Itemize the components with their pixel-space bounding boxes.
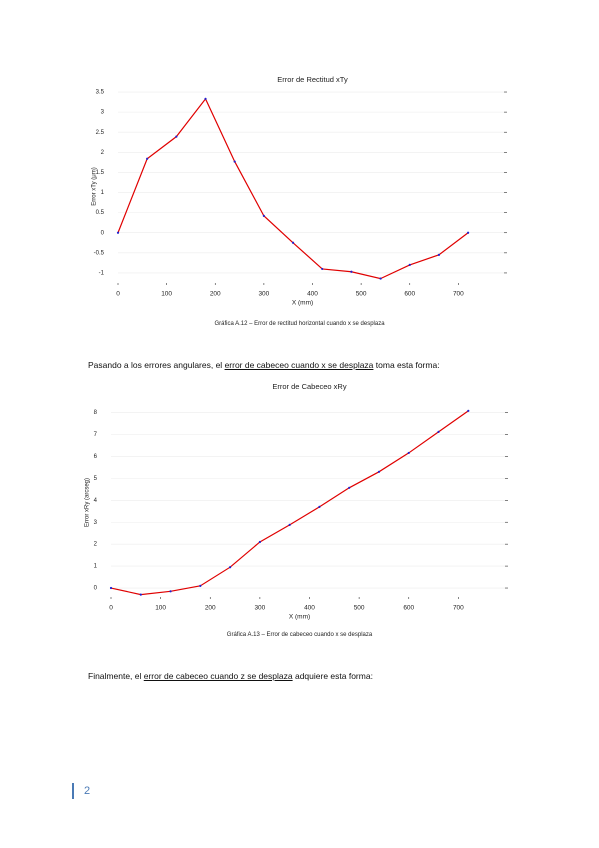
x-tick-label: 300 bbox=[258, 291, 269, 298]
point bbox=[169, 590, 172, 593]
point bbox=[204, 97, 207, 100]
y-tick-label: 4 bbox=[94, 498, 98, 504]
x-tick-label: 700 bbox=[453, 605, 464, 612]
point bbox=[467, 409, 470, 412]
chart: Error de Cabeceo xRy 0 1 2 3 4 5 6 7 8 0 100 200 300 4… bbox=[85, 382, 508, 621]
point bbox=[407, 451, 410, 455]
y-tick-label: 1 bbox=[94, 564, 98, 570]
y-tick-label: 5 bbox=[94, 476, 98, 482]
text: Pasando a los errores angulares, el bbox=[88, 360, 225, 370]
x-tick-label: 0 bbox=[116, 291, 120, 298]
point bbox=[318, 505, 321, 508]
point bbox=[175, 135, 178, 138]
point bbox=[109, 586, 113, 590]
y-tick-label: 8 bbox=[94, 410, 98, 416]
x-tick-label: 600 bbox=[404, 291, 415, 298]
x-tick-label: 200 bbox=[205, 605, 216, 612]
x-tick-label: 100 bbox=[155, 605, 166, 612]
paragraph: Pasando a los errores angulares, el erro… bbox=[88, 360, 440, 370]
x-tick-label: 0 bbox=[109, 605, 113, 612]
text: Finalmente, el bbox=[88, 671, 144, 681]
point bbox=[379, 277, 382, 280]
point bbox=[258, 540, 261, 544]
point bbox=[437, 253, 441, 256]
point bbox=[139, 593, 142, 596]
point bbox=[350, 270, 353, 273]
x-tick-label: 700 bbox=[453, 291, 464, 298]
text: toma esta forma: bbox=[373, 360, 440, 370]
y-tick-label: 3 bbox=[94, 520, 98, 526]
y-axis-label: Error xTy (μm) bbox=[92, 167, 98, 205]
caption: Gráfica A.13 – Error de cabeceo cuando x… bbox=[226, 632, 373, 638]
point bbox=[291, 241, 295, 244]
point bbox=[199, 584, 202, 587]
y-tick-label: 2 bbox=[94, 542, 98, 548]
point bbox=[229, 566, 232, 569]
line bbox=[117, 97, 469, 280]
y-tick-label: 1 bbox=[101, 190, 105, 196]
text: adquiere esta forma: bbox=[292, 671, 373, 681]
x-tick-label: 300 bbox=[254, 605, 265, 612]
x-tick-label: 600 bbox=[403, 605, 414, 612]
point bbox=[348, 486, 351, 489]
x-axis-label: X (mm) bbox=[292, 300, 313, 307]
line bbox=[110, 410, 469, 596]
point bbox=[233, 160, 236, 163]
point bbox=[437, 430, 440, 433]
point bbox=[116, 231, 120, 234]
caption: Gráfica A.12 – Error de rectitud horizon… bbox=[214, 321, 385, 327]
page-number: 2 bbox=[72, 783, 90, 799]
point bbox=[408, 263, 411, 266]
chart-title: Error de Rectitud xTy bbox=[277, 75, 348, 84]
y-tick-label: 1.5 bbox=[96, 170, 105, 176]
y-tick-label: 3 bbox=[101, 110, 105, 116]
point bbox=[262, 214, 265, 217]
chart: Error de Rectitud xTy -1 -0.5 0 0.5 1 1.5 2 2.5 3… bbox=[92, 75, 507, 307]
point bbox=[288, 523, 291, 526]
y-tick-label: 0 bbox=[101, 230, 105, 236]
y-tick-label: 2.5 bbox=[96, 130, 105, 136]
x-tick-label: 200 bbox=[210, 291, 221, 298]
x-tick-label: 400 bbox=[304, 605, 315, 612]
point bbox=[146, 157, 149, 160]
chart-title: Error de Cabeceo xRy bbox=[272, 382, 346, 391]
y-tick-label: -1 bbox=[99, 271, 105, 277]
point bbox=[467, 231, 470, 234]
point bbox=[321, 267, 324, 271]
x-tick-label: 100 bbox=[161, 291, 172, 298]
y-tick-label: -0.5 bbox=[94, 250, 105, 256]
x-tick-label: 500 bbox=[356, 291, 367, 298]
x-tick-label: 400 bbox=[307, 291, 318, 298]
paragraph: Finalmente, el error de cabeceo cuando z… bbox=[88, 671, 373, 681]
y-tick-label: 6 bbox=[94, 454, 98, 460]
y-tick-label: 0.5 bbox=[96, 210, 105, 216]
point bbox=[377, 470, 381, 473]
y-tick-label: 0 bbox=[94, 586, 98, 592]
link-text: error de cabeceo cuando z se desplaza bbox=[143, 671, 293, 681]
y-tick-label: 7 bbox=[94, 432, 98, 438]
link-text: error de cabeceo cuando x se desplaza bbox=[224, 360, 374, 370]
x-tick-label: 500 bbox=[354, 605, 365, 612]
y-tick-label: 2 bbox=[101, 150, 105, 156]
x-axis-label: X (mm) bbox=[289, 614, 310, 621]
y-tick-label: 3.5 bbox=[96, 90, 105, 96]
y-axis-label: Error xRy (arcseg) bbox=[85, 478, 91, 527]
